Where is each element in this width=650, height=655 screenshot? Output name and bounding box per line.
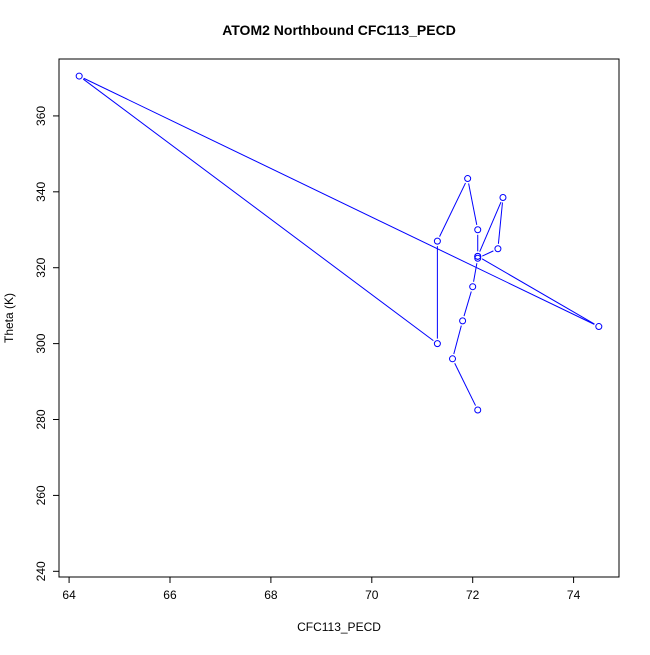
x-axis-label: CFC113_PECD bbox=[297, 620, 381, 634]
series-line-segment bbox=[454, 363, 476, 406]
x-tick-label: 70 bbox=[365, 588, 379, 602]
data-point bbox=[75, 72, 83, 80]
series-line-segment bbox=[453, 325, 462, 355]
series-line-segment bbox=[497, 202, 503, 244]
plot-frame bbox=[58, 58, 620, 578]
data-point bbox=[459, 317, 467, 325]
y-axis: 240 260 280 300 320 340 360 bbox=[34, 106, 59, 581]
series-line-segment bbox=[479, 201, 502, 252]
data-point bbox=[595, 323, 603, 331]
data-point bbox=[449, 355, 457, 363]
data-point bbox=[469, 283, 477, 291]
y-tick-label: 280 bbox=[34, 409, 48, 429]
x-tick-label: 64 bbox=[62, 588, 76, 602]
y-tick-label: 300 bbox=[34, 333, 48, 353]
y-tick-label: 320 bbox=[34, 257, 48, 277]
series-line-segment bbox=[482, 250, 494, 257]
data-point bbox=[433, 237, 441, 245]
y-tick-label: 340 bbox=[34, 181, 48, 201]
data-point bbox=[464, 175, 472, 183]
data-point bbox=[474, 226, 482, 234]
x-tick-label: 74 bbox=[567, 588, 581, 602]
y-tick-label: 260 bbox=[34, 485, 48, 505]
series-line-segment bbox=[463, 291, 472, 317]
data-point bbox=[474, 252, 482, 260]
data-point bbox=[474, 254, 482, 262]
x-tick-label: 72 bbox=[466, 588, 480, 602]
data-point bbox=[474, 406, 482, 414]
series-line-segment bbox=[82, 78, 434, 342]
series-line-segment bbox=[83, 77, 595, 325]
y-axis-label: Theta (K) bbox=[2, 293, 16, 343]
x-tick-label: 68 bbox=[264, 588, 278, 602]
y-tick-label: 360 bbox=[34, 106, 48, 126]
x-tick-label: 66 bbox=[163, 588, 177, 602]
chart-title: ATOM2 Northbound CFC113_PECD bbox=[222, 22, 456, 38]
series-line-segment bbox=[481, 258, 595, 325]
series-line-segment bbox=[439, 182, 466, 237]
data-point bbox=[494, 245, 502, 253]
series-layer bbox=[75, 72, 603, 414]
series-line-segment bbox=[473, 263, 478, 282]
y-tick-label: 240 bbox=[34, 561, 48, 581]
data-point bbox=[499, 194, 507, 202]
x-axis: 64 66 68 70 72 74 bbox=[62, 577, 581, 602]
series-line-segment bbox=[468, 183, 478, 225]
data-point bbox=[433, 340, 441, 348]
